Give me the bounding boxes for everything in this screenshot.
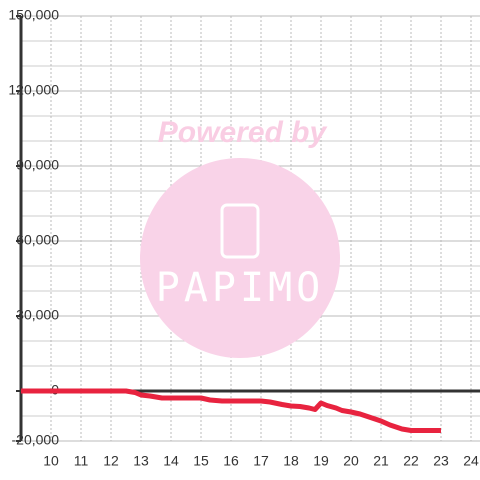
watermark-icon — [220, 203, 260, 259]
x-tick-label: 15 — [193, 453, 209, 469]
x-tick-label: 12 — [103, 453, 119, 469]
x-tick-label: 17 — [253, 453, 269, 469]
y-tick-label: 60,000 — [16, 232, 59, 248]
x-tick-label: 24 — [463, 453, 479, 469]
data-line — [21, 388, 441, 433]
y-tick-label: 30,000 — [16, 307, 59, 323]
x-tick-label: 21 — [373, 453, 389, 469]
y-tick-label: 120,000 — [8, 82, 59, 98]
x-tick-label: 23 — [433, 453, 449, 469]
x-tick-label: 10 — [43, 453, 59, 469]
x-tick-label: 16 — [223, 453, 239, 469]
y-tick-label: 90,000 — [16, 157, 59, 173]
x-tick-label: 22 — [403, 453, 419, 469]
watermark-top: Powered by — [158, 116, 328, 149]
x-tick-label: 13 — [133, 453, 149, 469]
x-tick-label: 19 — [313, 453, 329, 469]
watermark-brand: PAPIMO — [156, 265, 325, 311]
y-tick-label: -20,000 — [12, 432, 60, 448]
y-tick-label: 150,000 — [8, 7, 59, 23]
x-tick-label: 20 — [343, 453, 359, 469]
x-tick-label: 18 — [283, 453, 299, 469]
x-tick-label: 11 — [74, 453, 89, 469]
watermark: Powered by PAPIMO — [140, 116, 340, 358]
x-tick-label: 14 — [163, 453, 179, 469]
